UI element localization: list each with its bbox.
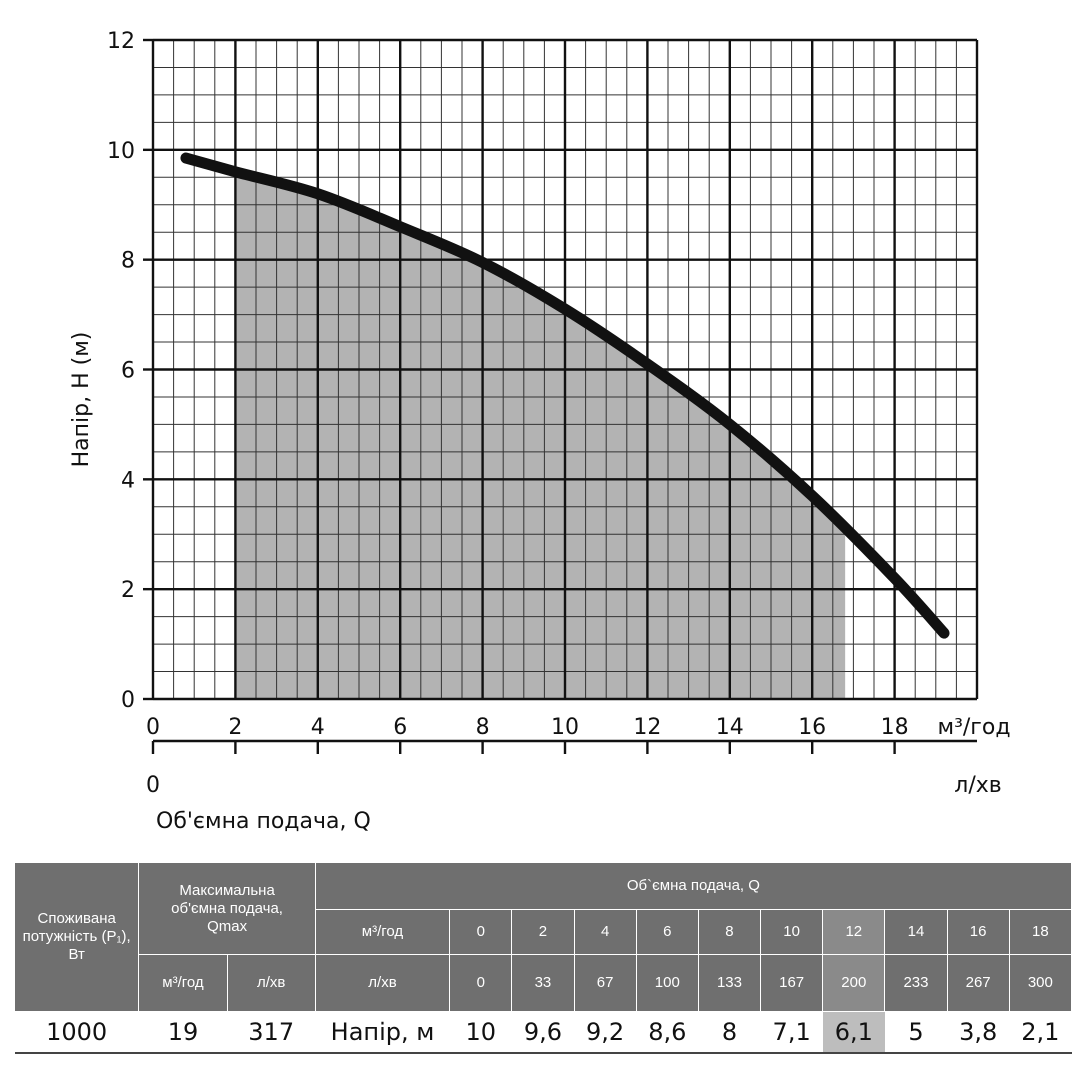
head-value-cell: 2,1 [1009, 1011, 1072, 1054]
head-value-cell: 8,6 [636, 1011, 699, 1054]
q-lmin-cell: 200 [822, 954, 886, 1012]
qmax-unit-m3h: м³/год [138, 954, 228, 1012]
head-label: Напір, м [315, 1011, 450, 1054]
head-value-cell: 10 [449, 1011, 512, 1054]
q-lmin-cell: 300 [1008, 954, 1073, 1012]
q-m3h-cell: 10 [760, 909, 824, 955]
row-m3h: м³/год 0 2 4 6 8 10 12 14 16 18 [15, 909, 1073, 955]
x-unit-m3h: м³/год [937, 715, 1010, 740]
q-m3h-cell: 0 [449, 909, 513, 955]
y-tick-label: 12 [107, 29, 135, 54]
q-m3h-cell: 18 [1008, 909, 1073, 955]
head-value-cell: 8 [698, 1011, 761, 1054]
chart-svg: 0246810120246810121416180336710013316720… [69, 29, 1011, 834]
y-tick-label: 0 [121, 688, 135, 713]
q-m3h-cell: 4 [573, 909, 637, 955]
q-lmin-cell: 233 [884, 954, 948, 1012]
x-axis-title: Об'ємна подача, Q [156, 809, 371, 834]
q-lmin-cell: 0 [449, 954, 513, 1012]
qmax-unit-lmin: л/хв [226, 954, 316, 1012]
q-lmin-cell: 267 [946, 954, 1010, 1012]
head-value-cell: 6,1 [822, 1011, 885, 1054]
y-tick-label: 4 [121, 468, 135, 493]
q-lmin-cell: 33 [511, 954, 575, 1012]
operating-range-area [235, 171, 846, 699]
qmax-m3h-value: 19 [138, 1011, 228, 1054]
q-m3h-cell: 2 [511, 909, 575, 955]
unit-m3h-label: м³/год [314, 909, 451, 955]
q-m3h-cell: 6 [635, 909, 699, 955]
q-m3h-cell: 12 [822, 909, 886, 955]
qmax-header-text: Максимальна об'ємна подача, Qmax [171, 881, 283, 935]
row-lmin: м³/год л/хв л/хв 0 33 67 100 133 167 200 233 267… [15, 954, 1073, 1012]
head-value-cell: 3,8 [947, 1011, 1010, 1054]
spec-table: Споживана потужність (P₁), Вт Максимальн… [13, 862, 1073, 1054]
flow-header: Об`ємна подача, Q [314, 862, 1073, 910]
y-tick-label: 8 [121, 249, 135, 274]
x-tick-label-m3h: 18 [881, 715, 909, 740]
q-lmin-cell: 167 [760, 954, 824, 1012]
power-value: 1000 [14, 1011, 139, 1054]
row-head: 1000 19 317 Напір, м 10 9,6 9,2 8,6 8 7,1 6,1 5… [14, 1011, 1072, 1054]
x-unit-lmin: л/хв [954, 773, 1001, 798]
unit-lmin-label: л/хв [314, 954, 451, 1012]
y-tick-label: 6 [121, 359, 135, 384]
q-m3h-cell: 14 [884, 909, 948, 955]
head-value-cell: 5 [884, 1011, 948, 1054]
qmax-lmin-value: 317 [227, 1011, 316, 1054]
x-tick-label-m3h: 14 [716, 715, 744, 740]
q-m3h-cell: 8 [697, 909, 762, 955]
q-m3h-cell: 16 [946, 909, 1010, 955]
y-axis-title: Напір, H (м) [69, 332, 94, 468]
x-tick-label-m3h: 8 [476, 715, 490, 740]
head-value-cell: 7,1 [760, 1011, 823, 1054]
x-tick-label-m3h: 16 [798, 715, 826, 740]
y-tick-label: 10 [107, 139, 135, 164]
x-tick-label-lmin: 0 [146, 773, 160, 798]
x-tick-label-m3h: 2 [228, 715, 242, 740]
x-tick-label-m3h: 4 [311, 715, 325, 740]
x-tick-label-m3h: 6 [393, 715, 407, 740]
q-lmin-cell: 133 [697, 954, 762, 1012]
power-header-text: Споживана потужність (P₁), Вт [22, 910, 131, 963]
power-header: Споживана потужність (P₁), Вт [13, 862, 140, 1012]
head-curve [180, 152, 950, 639]
chart: 0246810120246810121416180336710013316720… [69, 29, 1011, 834]
head-value-cell: 9,2 [574, 1011, 637, 1054]
y-tick-label: 2 [121, 578, 135, 603]
x-tick-label-m3h: 0 [146, 715, 160, 740]
head-value-cell: 9,6 [511, 1011, 575, 1054]
qmax-header: Максимальна об'ємна подача, Qmax [138, 862, 316, 955]
x-tick-label-m3h: 12 [633, 715, 661, 740]
q-lmin-cell: 67 [573, 954, 637, 1012]
q-lmin-cell: 100 [635, 954, 699, 1012]
x-tick-label-m3h: 10 [551, 715, 579, 740]
